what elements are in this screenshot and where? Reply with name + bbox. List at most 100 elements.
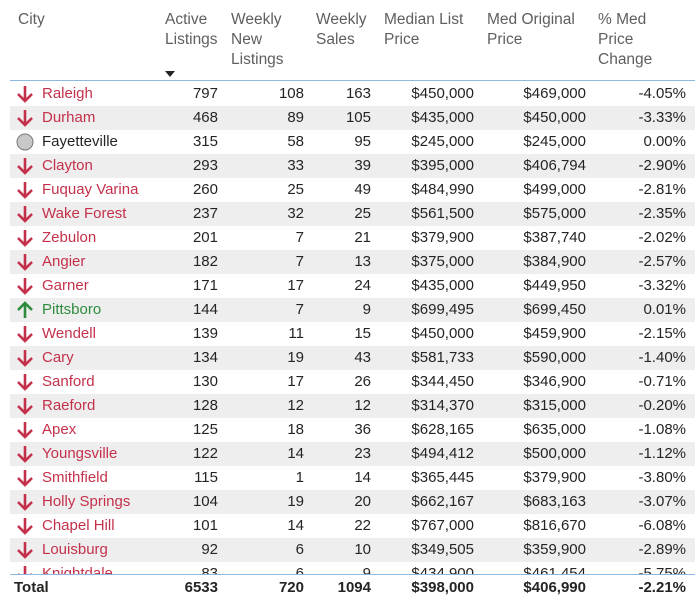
- value-cell: 201: [192, 229, 218, 246]
- value-cell: $450,000: [523, 109, 586, 126]
- value-cell: 19: [287, 349, 304, 366]
- value-cell: $245,000: [411, 133, 474, 150]
- value-cell: $434,900: [411, 565, 474, 575]
- value-cell: -3.07%: [638, 493, 686, 510]
- value-cell: 104: [192, 493, 218, 510]
- trend-icon: [17, 110, 33, 127]
- city-cell: Cary: [42, 349, 74, 366]
- value-cell: -0.20%: [638, 397, 686, 414]
- value-cell: $359,900: [523, 541, 586, 558]
- city-cell: Sanford: [42, 373, 95, 390]
- value-cell: 105: [345, 109, 371, 126]
- table-row: Pittsboro 144 7 9 $699,495 $699,450 0.01%: [10, 298, 695, 322]
- city-cell: Pittsboro: [42, 301, 102, 318]
- value-cell: $581,733: [411, 349, 474, 366]
- header-original[interactable]: Med Original Price: [487, 11, 575, 48]
- value-cell: $459,900: [523, 325, 586, 342]
- value-cell: -2.89%: [638, 541, 686, 558]
- value-cell: $346,900: [523, 373, 586, 390]
- value-cell: $461,454: [523, 565, 586, 575]
- trend-icon: [17, 374, 33, 391]
- value-cell: $628,165: [411, 421, 474, 438]
- value-cell: 134: [192, 349, 218, 366]
- table-row: Chapel Hill 101 14 22 $767,000 $816,670 -6.08%: [10, 514, 695, 538]
- value-cell: 7: [295, 301, 304, 318]
- city-cell: Raleigh: [42, 85, 93, 102]
- value-cell: $699,495: [411, 301, 474, 318]
- header-new[interactable]: Weekly New Listings: [231, 11, 284, 68]
- value-cell: 122: [192, 445, 218, 462]
- table-row: Youngsville 122 14 23 $494,412 $500,000 -1.12%: [10, 442, 695, 466]
- table-row: Zebulon 201 7 21 $379,900 $387,740 -2.02%: [10, 226, 695, 250]
- value-cell: 0.00%: [643, 133, 686, 150]
- value-cell: -1.40%: [638, 349, 686, 366]
- header-divider: [10, 80, 695, 81]
- value-cell: 25: [354, 205, 371, 222]
- table-row: Raeford 128 12 12 $314,370 $315,000 -0.20%: [10, 394, 695, 418]
- value-cell: 14: [287, 517, 304, 534]
- city-cell: Garner: [42, 277, 89, 294]
- trend-icon: [16, 133, 34, 151]
- value-cell: $245,000: [523, 133, 586, 150]
- city-cell: Louisburg: [42, 541, 108, 558]
- city-cell: Smithfield: [42, 469, 108, 486]
- trend-icon: [17, 422, 33, 439]
- header-sales[interactable]: Weekly Sales: [316, 11, 367, 48]
- city-cell: Fayetteville: [42, 133, 118, 150]
- value-cell: 12: [287, 397, 304, 414]
- trend-icon: [17, 494, 33, 511]
- value-cell: $767,000: [411, 517, 474, 534]
- value-cell: $484,990: [411, 181, 474, 198]
- trend-icon: [17, 446, 33, 463]
- value-cell: $395,000: [411, 157, 474, 174]
- value-cell: $500,000: [523, 445, 586, 462]
- value-cell: -2.90%: [638, 157, 686, 174]
- value-cell: $406,990: [523, 579, 586, 596]
- table-row: Angier 182 7 13 $375,000 $384,900 -2.57%: [10, 250, 695, 274]
- value-cell: 36: [354, 421, 371, 438]
- value-cell: -4.05%: [638, 85, 686, 102]
- value-cell: 6533: [184, 579, 218, 596]
- value-cell: -1.08%: [638, 421, 686, 438]
- value-cell: 10: [354, 541, 371, 558]
- trend-icon: [17, 542, 33, 559]
- header-change[interactable]: % Med Price Change: [598, 11, 653, 68]
- city-cell: Total: [14, 579, 49, 596]
- trend-icon: [17, 230, 33, 247]
- value-cell: 89: [287, 109, 304, 126]
- value-cell: 1: [295, 469, 304, 486]
- value-cell: 720: [278, 579, 304, 596]
- table-row: Raleigh 797 108 163 $450,000 $469,000 -4.05%: [10, 82, 695, 106]
- value-cell: $315,000: [523, 397, 586, 414]
- header-median[interactable]: Median List Price: [384, 11, 464, 48]
- city-cell: Wendell: [42, 325, 96, 342]
- value-cell: -3.32%: [638, 277, 686, 294]
- value-cell: 95: [354, 133, 371, 150]
- city-cell: Clayton: [42, 157, 93, 174]
- header-active[interactable]: Active Listings: [165, 11, 218, 48]
- value-cell: -2.02%: [638, 229, 686, 246]
- value-cell: 0.01%: [643, 301, 686, 318]
- value-cell: -5.75%: [638, 565, 686, 575]
- value-cell: $365,445: [411, 469, 474, 486]
- value-cell: $683,163: [523, 493, 586, 510]
- value-cell: 39: [354, 157, 371, 174]
- table-row: Holly Springs 104 19 20 $662,167 $683,163 -3.0…: [10, 490, 695, 514]
- value-cell: 58: [287, 133, 304, 150]
- value-cell: $635,000: [523, 421, 586, 438]
- value-cell: 18: [287, 421, 304, 438]
- value-cell: 6: [295, 541, 304, 558]
- value-cell: 25: [287, 181, 304, 198]
- trend-icon: [17, 566, 33, 575]
- value-cell: $469,000: [523, 85, 586, 102]
- table-row: Clayton 293 33 39 $395,000 $406,794 -2.90%: [10, 154, 695, 178]
- value-cell: -2.35%: [638, 205, 686, 222]
- value-cell: $406,794: [523, 157, 586, 174]
- value-cell: -2.57%: [638, 253, 686, 270]
- trend-icon: [17, 158, 33, 175]
- value-cell: 15: [354, 325, 371, 342]
- header-city[interactable]: City: [18, 11, 45, 28]
- value-cell: 797: [192, 85, 218, 102]
- value-cell: 22: [354, 517, 371, 534]
- value-cell: 49: [354, 181, 371, 198]
